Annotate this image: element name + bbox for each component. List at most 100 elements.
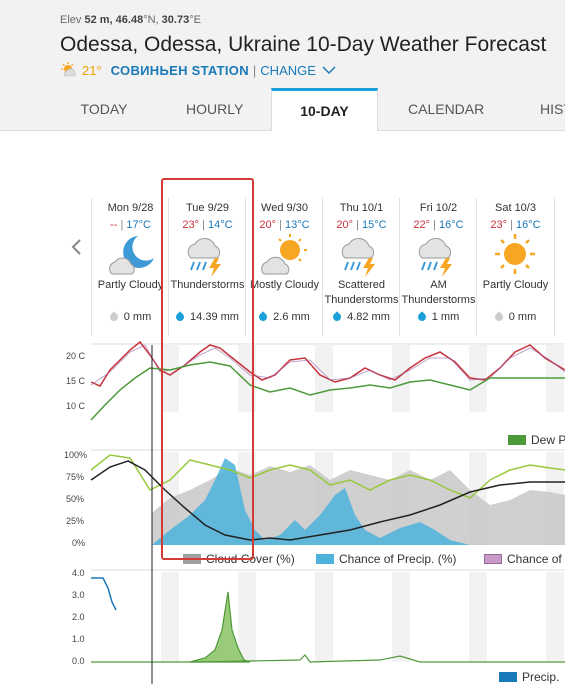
- location-header: Elev 52 m, 46.48°N, 30.73°E Odessa, Odes…: [0, 0, 565, 88]
- day-condition: Partly Cloudy: [482, 279, 549, 291]
- partly-cloudy-night-icon: [109, 236, 154, 275]
- sun-icon: [495, 234, 535, 274]
- precip-y-tick: 1.0: [72, 634, 85, 644]
- humidity-line: [90, 454, 565, 499]
- night-band: [392, 345, 410, 412]
- day-precip: 14.39 mm: [169, 311, 246, 323]
- day-high: 23°: [490, 219, 508, 231]
- day-precip: 0 mm: [477, 311, 554, 323]
- night-band: [238, 345, 256, 412]
- day-high: --: [110, 219, 118, 231]
- night-band: [238, 572, 256, 662]
- forecast-tabs: TODAY HOURLY 10-DAY CALENDAR HIST: [0, 88, 565, 131]
- rain-drop-icon: [493, 311, 505, 323]
- chance-precip-area: [152, 458, 470, 545]
- day-low: 16°C: [516, 219, 541, 231]
- selected-day-highlight: [161, 178, 254, 560]
- cloud-cover-area: [152, 465, 565, 545]
- day-low: 17°C: [126, 219, 151, 231]
- chevron-left-icon[interactable]: [70, 238, 82, 256]
- temperature-line: [90, 340, 565, 387]
- cloud-y-tick: 0%: [72, 538, 86, 548]
- rain-drop-icon: [416, 311, 428, 323]
- day-condition: Partly Cloudy: [97, 279, 164, 291]
- accumulation-line: [91, 577, 117, 611]
- elevation-value: 52 m,: [84, 14, 113, 26]
- legend-swatch: [316, 554, 334, 564]
- tab-10-day[interactable]: 10-DAY: [271, 88, 378, 131]
- night-band: [315, 572, 333, 662]
- day-date: Mon 9/28: [107, 202, 154, 214]
- day-high: 23°: [182, 219, 200, 231]
- coordinates-line: Elev 52 m, 46.48°N, 30.73°E: [60, 14, 201, 26]
- chevron-down-icon[interactable]: [321, 65, 337, 75]
- day-condition: Mostly Cloudy: [249, 279, 320, 291]
- latitude-suffix: °N,: [143, 14, 159, 26]
- chance-precip-legend[interactable]: Chance of Precip. (%): [316, 552, 456, 566]
- day-column[interactable]: Thu 10/1 20° | 15°C Scattered Thunderstor…: [322, 198, 400, 336]
- legend-swatch: [499, 672, 517, 682]
- day-temps: 20° | 13°C: [259, 219, 310, 231]
- station-line: 21° СОВИНЬЕН STATION | CHANGE: [60, 62, 337, 78]
- cloud-y-tick: 100%: [64, 450, 88, 460]
- day-date: Sat 10/3: [495, 202, 536, 214]
- partly-cloudy-day-icon: [261, 234, 307, 275]
- day-precip: 1 mm: [400, 311, 477, 323]
- day-high: 20°: [259, 219, 277, 231]
- day-temps: -- | 17°C: [110, 219, 151, 231]
- latitude-value: 46.48: [115, 14, 144, 26]
- cloud-y-tick: 50%: [66, 494, 85, 504]
- temp-y-tick: 20 C: [66, 351, 86, 361]
- temp-y-tick: 10 C: [66, 401, 86, 411]
- rain-drop-icon: [331, 311, 343, 323]
- day-date: Thu 10/1: [339, 202, 384, 214]
- dew-point-legend[interactable]: Dew P: [508, 433, 565, 447]
- page-title: Odessa, Odessa, Ukraine 10-Day Weather F…: [60, 33, 547, 56]
- day-column[interactable]: Sat 10/3 23° | 16°C Partly Cloudy 0 mm: [476, 198, 555, 336]
- day-temps: 23° | 16°C: [490, 219, 541, 231]
- change-station-link[interactable]: CHANGE: [260, 62, 316, 78]
- day-column[interactable]: Mon 9/28 -- | 17°C Partly Cloudy 0 mm: [91, 198, 169, 336]
- day-low: 13°C: [285, 219, 310, 231]
- precip-legend[interactable]: Precip.: [499, 670, 559, 684]
- tab-hourly[interactable]: HOURLY: [186, 101, 244, 117]
- day-column[interactable]: Tue 9/29 23° | 14°C Thunderstorms 14.39 …: [168, 198, 246, 336]
- day-date: Wed 9/30: [261, 202, 308, 214]
- day-precip: 4.82 mm: [323, 311, 400, 323]
- chance-snow-legend[interactable]: Chance of: [484, 552, 562, 566]
- day-temps: 20° | 15°C: [336, 219, 387, 231]
- night-band: [392, 572, 410, 662]
- day-high: 20°: [336, 219, 354, 231]
- day-precip: 0 mm: [92, 311, 169, 323]
- precip-y-tick: 0.0: [72, 656, 85, 666]
- cloud-y-tick: 75%: [66, 472, 85, 482]
- longitude-value: 30.73: [161, 14, 190, 26]
- day-temps: 22° | 16°C: [413, 219, 464, 231]
- temp-y-tick: 15 C: [66, 376, 86, 386]
- precip-baseline: [91, 654, 565, 663]
- dew-point-line: [90, 361, 565, 421]
- thunderstorm-icon: [418, 238, 452, 277]
- tab-today[interactable]: TODAY: [80, 101, 128, 117]
- elevation-label: Elev: [60, 14, 82, 26]
- day-precip: 2.6 mm: [246, 311, 323, 323]
- day-column[interactable]: Wed 9/30 20° | 13°C Mostly Cloudy 2.6 mm: [245, 198, 323, 336]
- previous-days-arrow[interactable]: [70, 238, 82, 262]
- rain-drop-icon: [257, 311, 269, 323]
- day-date: Tue 9/29: [185, 202, 229, 214]
- precip-y-tick: 2.0: [72, 612, 85, 622]
- precip-y-tick: 3.0: [72, 590, 85, 600]
- tab-history[interactable]: HIST: [540, 101, 565, 117]
- night-band: [469, 572, 487, 662]
- day-high: 22°: [413, 219, 431, 231]
- rain-drop-icon: [108, 311, 120, 323]
- station-name[interactable]: СОВИНЬЕН STATION: [110, 62, 249, 78]
- station-separator: |: [252, 62, 257, 78]
- thunderstorm-icon: [187, 238, 221, 277]
- tab-calendar[interactable]: CALENDAR: [408, 101, 485, 117]
- day-low: 15°C: [362, 219, 387, 231]
- current-temperature: 21°: [82, 62, 102, 78]
- day-column[interactable]: Fri 10/2 22° | 16°C AM Thunderstorms 1 mm: [399, 198, 477, 336]
- cloud-y-tick: 25%: [66, 516, 85, 526]
- precip-y-tick: 4.0: [72, 568, 85, 578]
